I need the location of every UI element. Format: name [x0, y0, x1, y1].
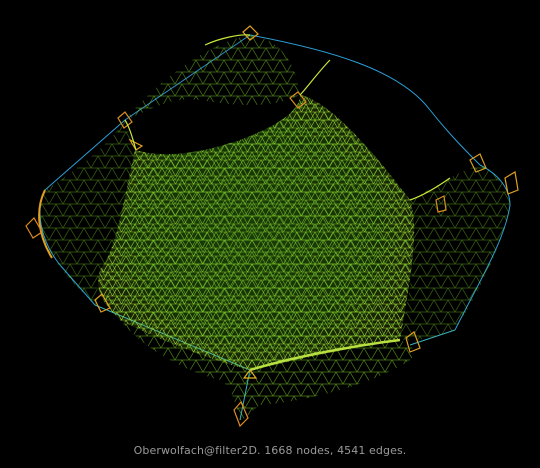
right-lobe: [400, 165, 511, 341]
lower-lobe: [120, 320, 415, 420]
graph-caption: Oberwolfach@filter2D. 1668 nodes, 4541 e…: [133, 444, 407, 457]
central-mesh: [98, 95, 415, 370]
upper-left-lobe: [125, 35, 300, 120]
corner-spikes: [25, 25, 519, 428]
edge-highlights: [124, 34, 451, 201]
left-lobe: [38, 120, 135, 305]
